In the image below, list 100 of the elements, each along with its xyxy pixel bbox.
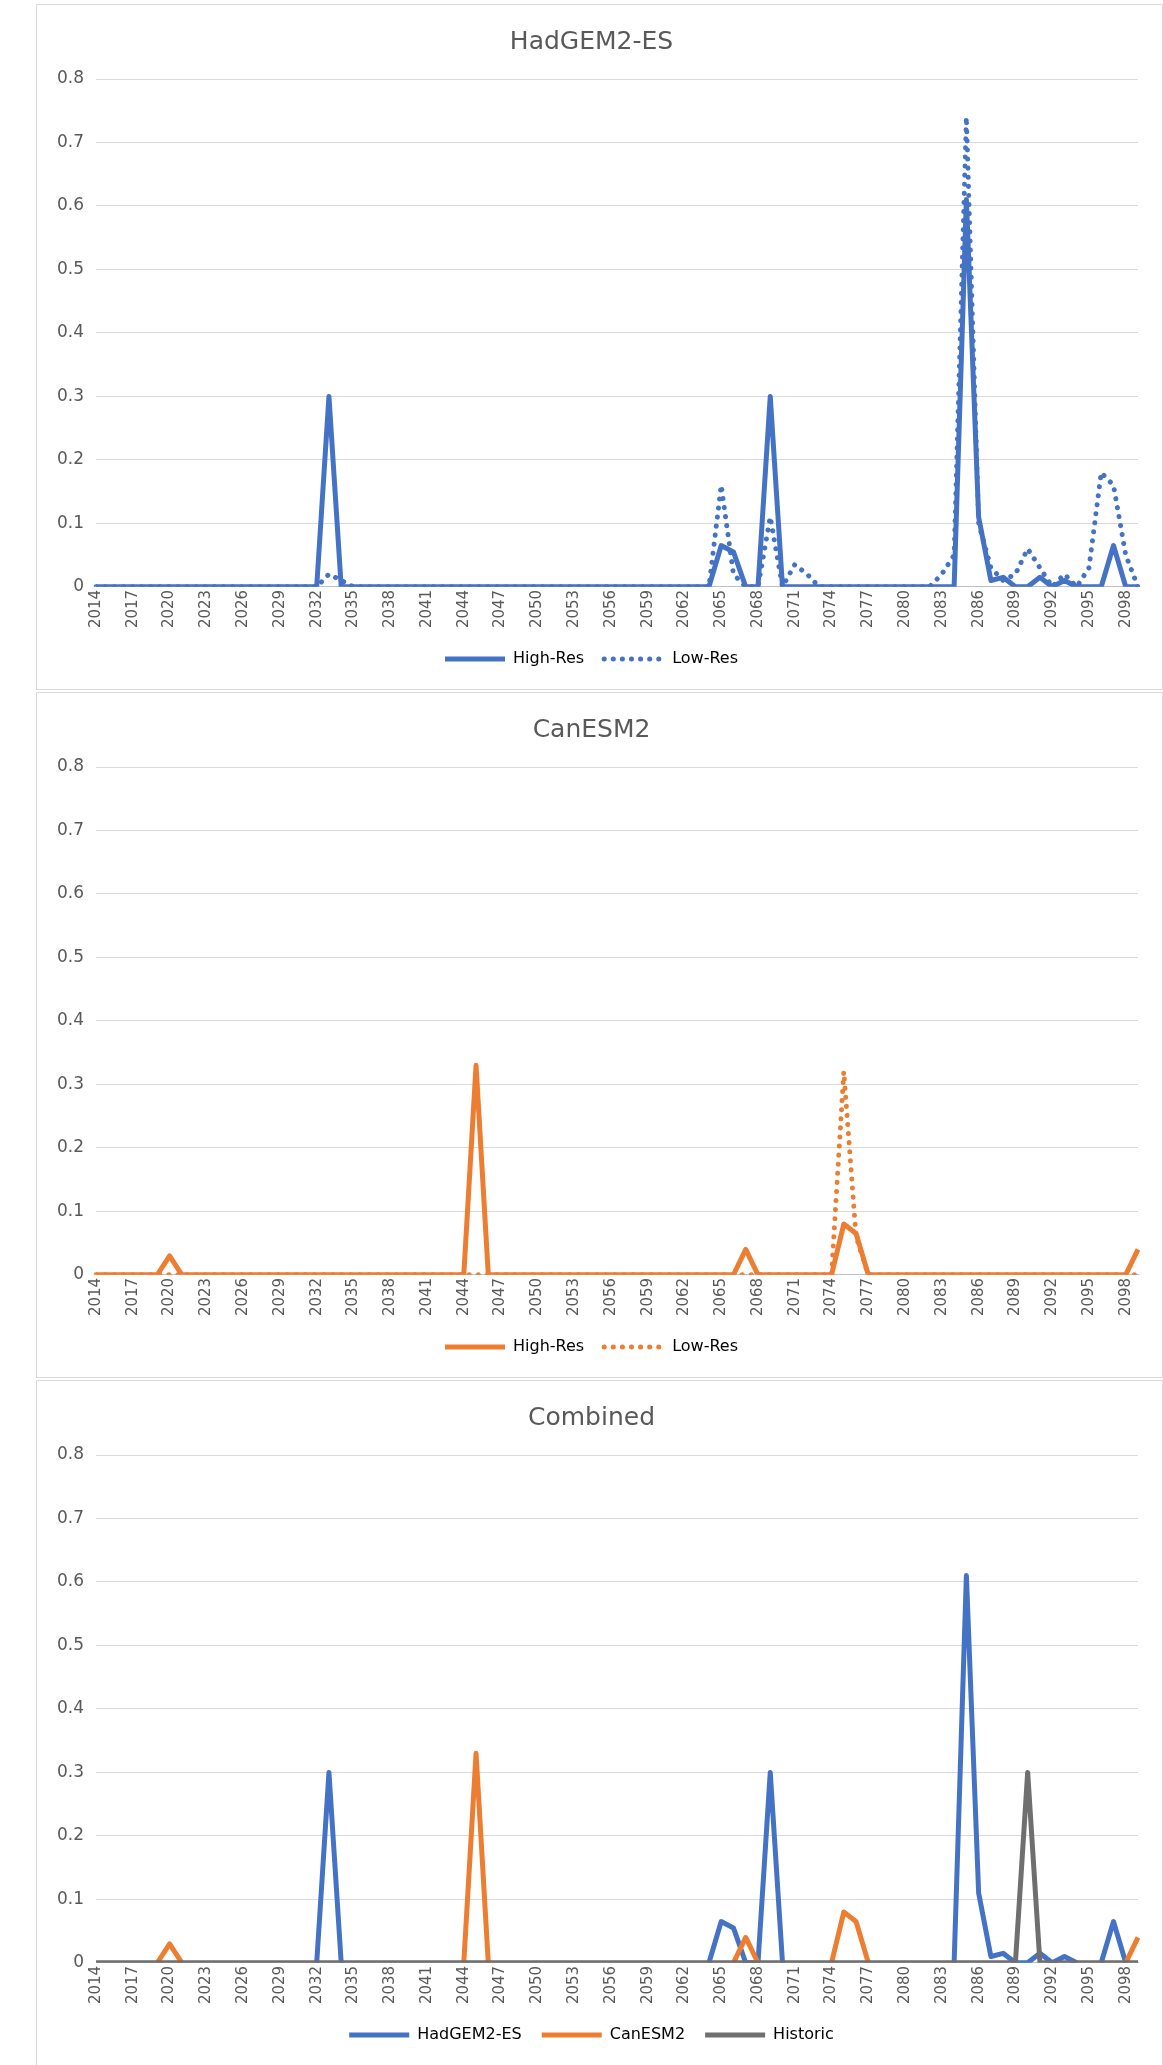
- x-tick-label: 2071: [784, 1965, 803, 2005]
- x-tick-label: 2053: [564, 589, 582, 629]
- y-tick-label: 0.4: [56, 1009, 85, 1030]
- legend-label: High-Res: [513, 1336, 585, 1356]
- x-tick-label: 2056: [600, 589, 619, 629]
- x-tick-label: 2026: [233, 1277, 252, 1317]
- x-tick-label: 2041: [416, 1965, 435, 2005]
- x-tick-label: 2095: [1078, 1965, 1097, 2005]
- chart-title: HadGEM2-ES: [509, 25, 674, 55]
- y-tick-label: 0.6: [56, 882, 85, 903]
- x-tick-label: 2017: [122, 1965, 141, 2005]
- x-tick-label: 2032: [306, 589, 325, 629]
- x-tick-label: 2092: [1042, 1965, 1061, 2005]
- x-tick-label: 2074: [821, 1965, 840, 2005]
- x-tick-label: 2038: [380, 589, 399, 629]
- x-tick-label: 2029: [269, 1965, 288, 2005]
- x-tick-label: 2071: [784, 589, 803, 629]
- x-tick-label: 2083: [931, 589, 950, 629]
- y-tick-label: 0.5: [56, 945, 85, 966]
- x-tick-label: 2026: [233, 1965, 252, 2005]
- x-tick-label: 2044: [453, 1277, 472, 1317]
- x-tick-label: 2068: [747, 589, 766, 629]
- x-tick-label: 2014: [85, 1965, 104, 2005]
- y-tick-label: 0.3: [56, 384, 85, 405]
- x-tick-label: 2059: [637, 1277, 656, 1317]
- x-tick-label: 2041: [416, 589, 435, 629]
- x-tick-label: 2089: [1005, 1965, 1024, 2005]
- x-tick-label: 2065: [711, 1277, 730, 1317]
- x-tick-label: 2020: [159, 1965, 178, 2005]
- y-tick-label: 0.8: [56, 755, 85, 776]
- y-tick-label: 0.2: [56, 448, 85, 469]
- legend-label: CanESM2: [609, 2024, 686, 2044]
- x-tick-label: 2077: [858, 1277, 877, 1317]
- x-tick-label: 2086: [968, 1277, 987, 1317]
- y-tick-label: 0.5: [56, 257, 85, 278]
- x-tick-label: 2053: [564, 1277, 582, 1317]
- x-tick-label: 2017: [122, 589, 141, 629]
- x-tick-label: 2044: [453, 589, 472, 629]
- x-tick-label: 2047: [490, 1965, 509, 2005]
- chart-title: Combined: [527, 1401, 656, 1431]
- x-tick-label: 2065: [711, 1965, 730, 2005]
- x-tick-label: 2023: [196, 1277, 215, 1317]
- x-tick-label: 2032: [306, 1965, 325, 2005]
- x-tick-label: 2050: [527, 589, 546, 629]
- x-tick-label: 2062: [674, 1277, 693, 1317]
- x-tick-label: 2029: [269, 1277, 288, 1317]
- x-tick-label: 2098: [1115, 1277, 1134, 1317]
- x-tick-label: 2053: [564, 1965, 582, 2005]
- x-tick-label: 2014: [85, 589, 104, 629]
- x-tick-label: 2035: [343, 1965, 362, 2005]
- x-tick-label: 2065: [711, 589, 730, 629]
- x-tick-label: 2059: [637, 589, 656, 629]
- x-tick-label: 2041: [416, 1277, 435, 1317]
- legend-label: High-Res: [513, 648, 585, 668]
- x-tick-label: 2098: [1115, 589, 1134, 629]
- x-tick-label: 2089: [1005, 589, 1024, 629]
- x-tick-label: 2056: [600, 1277, 619, 1317]
- y-tick-label: 0.7: [56, 1506, 85, 1527]
- x-tick-label: 2074: [821, 1277, 840, 1317]
- x-tick-label: 2023: [196, 1965, 215, 2005]
- x-tick-label: 2086: [968, 1965, 987, 2005]
- y-tick-label: 0: [73, 1951, 85, 1972]
- x-tick-label: 2062: [674, 589, 693, 629]
- x-tick-label: 2029: [269, 589, 288, 629]
- x-tick-label: 2017: [122, 1277, 141, 1317]
- legend-label: Low-Res: [672, 1336, 738, 1356]
- y-tick-label: 0.2: [56, 1824, 85, 1845]
- x-tick-label: 2077: [858, 589, 877, 629]
- x-tick-label: 2056: [600, 1965, 619, 2005]
- y-tick-label: 0.7: [56, 818, 85, 839]
- x-tick-label: 2080: [894, 589, 913, 629]
- x-tick-label: 2074: [821, 589, 840, 629]
- x-tick-label: 2068: [747, 1965, 766, 2005]
- x-tick-label: 2044: [453, 1965, 472, 2005]
- x-tick-label: 2083: [931, 1277, 950, 1317]
- y-tick-label: 0.8: [56, 1443, 85, 1464]
- y-tick-label: 0.1: [56, 511, 85, 532]
- y-tick-label: 0.5: [56, 1633, 85, 1654]
- x-tick-label: 2038: [380, 1965, 399, 2005]
- y-tick-label: 0.8: [56, 67, 85, 88]
- y-tick-label: 0.1: [56, 1199, 85, 1220]
- x-tick-label: 2083: [931, 1965, 950, 2005]
- x-tick-label: 2095: [1078, 589, 1097, 629]
- x-tick-label: 2092: [1042, 589, 1061, 629]
- x-tick-label: 2020: [159, 589, 178, 629]
- x-tick-label: 2050: [527, 1277, 546, 1317]
- x-tick-label: 2032: [306, 1277, 325, 1317]
- x-tick-label: 2062: [674, 1965, 693, 2005]
- x-tick-label: 2035: [343, 589, 362, 629]
- x-tick-label: 2080: [894, 1965, 913, 2005]
- x-tick-label: 2080: [894, 1277, 913, 1317]
- x-tick-label: 2089: [1005, 1277, 1024, 1317]
- y-tick-label: 0.2: [56, 1136, 85, 1157]
- y-tick-label: 0.4: [56, 321, 85, 342]
- x-tick-label: 2050: [527, 1965, 546, 2005]
- y-tick-label: 0: [73, 1263, 85, 1284]
- x-tick-label: 2014: [85, 1277, 104, 1317]
- x-tick-label: 2023: [196, 589, 215, 629]
- x-tick-label: 2098: [1115, 1965, 1134, 2005]
- x-tick-label: 2047: [490, 1277, 509, 1317]
